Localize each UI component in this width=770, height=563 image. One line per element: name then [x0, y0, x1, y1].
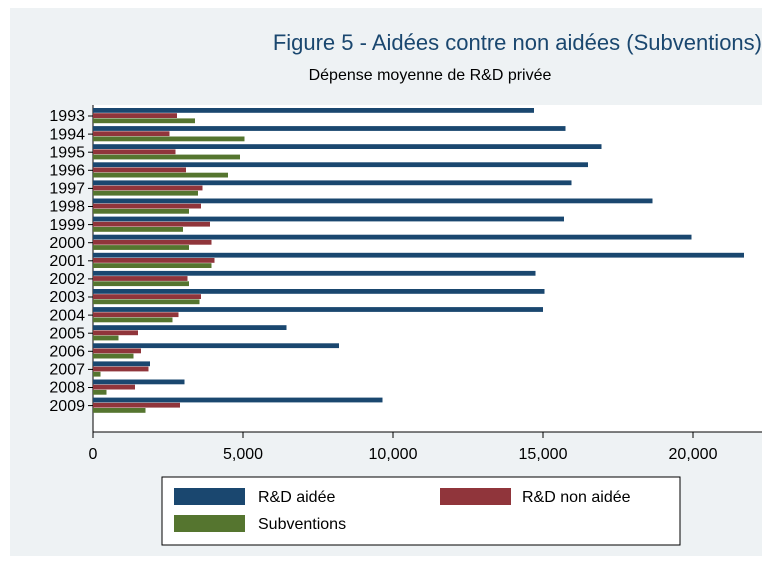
legend-label: R&D non aidée	[522, 489, 631, 506]
bar	[93, 198, 653, 204]
bar	[93, 258, 215, 263]
bar	[93, 113, 177, 118]
bar	[93, 307, 543, 312]
bar	[93, 371, 101, 377]
bar	[93, 234, 692, 240]
x-tick-label: 5,000	[223, 446, 263, 463]
bar	[93, 208, 189, 214]
bar	[93, 162, 588, 168]
bar	[93, 289, 545, 294]
bar	[93, 263, 212, 268]
chart-title: Figure 5 - Aidées contre non aidées (Sub…	[273, 30, 762, 55]
bar	[93, 343, 339, 349]
y-tick-label: 1997	[49, 181, 85, 198]
plot-region	[93, 105, 762, 432]
y-tick-label: 1999	[49, 217, 85, 234]
bar	[93, 384, 135, 390]
bar	[93, 276, 188, 281]
bar	[93, 239, 212, 245]
y-tick-label: 1993	[49, 108, 85, 125]
bar	[93, 353, 134, 359]
bar	[93, 172, 228, 178]
y-tick-label: 2000	[49, 235, 85, 252]
y-tick-label: 2005	[49, 325, 85, 342]
bar	[93, 402, 180, 408]
bar	[93, 294, 201, 299]
x-tick-label: 10,000	[369, 446, 418, 463]
y-tick-label: 1996	[49, 163, 85, 180]
bar	[93, 317, 173, 323]
bar	[93, 149, 176, 155]
legend-swatch	[174, 515, 245, 532]
y-tick-label: 2007	[49, 362, 85, 379]
bar	[93, 348, 141, 354]
y-tick-label: 1995	[49, 144, 85, 161]
bar	[93, 389, 107, 395]
bar	[93, 325, 287, 330]
x-tick-label: 15,000	[519, 446, 568, 463]
bar	[93, 366, 149, 372]
bar	[93, 299, 200, 305]
bar	[93, 361, 150, 367]
y-tick-label: 2003	[49, 289, 85, 306]
bar	[93, 216, 564, 222]
bar	[93, 167, 186, 173]
y-tick-label: 2009	[49, 398, 85, 415]
y-tick-label: 1998	[49, 199, 85, 216]
bar	[93, 281, 189, 287]
bar	[93, 144, 602, 149]
bar	[93, 221, 210, 227]
bar	[93, 108, 534, 113]
y-tick-label: 2001	[49, 253, 85, 270]
x-tick-label: 20,000	[669, 446, 718, 463]
bar	[93, 190, 198, 196]
bar	[93, 312, 179, 318]
bar	[93, 180, 572, 186]
chart-subtitle: Dépense moyenne de R&D privée	[309, 67, 552, 84]
legend-label: R&D aidée	[258, 489, 335, 506]
y-tick-label: 2008	[49, 380, 85, 397]
y-tick-label: 1994	[49, 126, 85, 143]
bar	[93, 203, 201, 209]
y-tick-label: 2002	[49, 271, 85, 288]
bar	[93, 131, 170, 137]
bar	[93, 136, 245, 142]
bar	[93, 227, 183, 232]
bar	[93, 379, 185, 385]
bar	[93, 252, 744, 258]
y-tick-label: 2004	[49, 307, 85, 324]
bar	[93, 408, 146, 413]
legend-swatch	[440, 488, 511, 505]
bar	[93, 118, 195, 124]
legend-swatch	[174, 488, 245, 505]
bar	[93, 185, 203, 191]
bar	[93, 154, 240, 160]
y-tick-label: 2006	[49, 344, 85, 361]
bar	[93, 126, 566, 131]
bar	[93, 270, 536, 276]
bar	[93, 330, 138, 336]
bar	[93, 397, 383, 403]
x-tick-label: 0	[89, 446, 98, 463]
bar	[93, 335, 119, 341]
legend-box	[161, 476, 681, 546]
legend-label: Subventions	[258, 516, 346, 533]
bar	[93, 245, 189, 250]
